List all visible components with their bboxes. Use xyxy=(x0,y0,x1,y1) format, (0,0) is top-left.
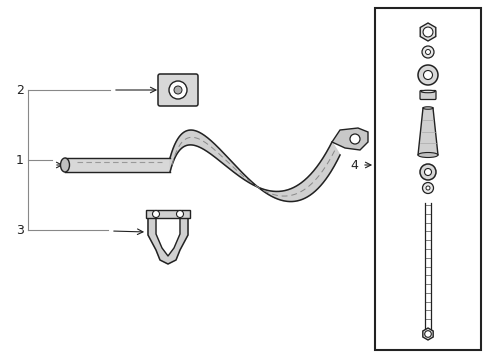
Circle shape xyxy=(422,27,432,37)
Circle shape xyxy=(152,211,159,217)
Circle shape xyxy=(422,183,433,194)
Text: 2: 2 xyxy=(16,84,24,96)
Circle shape xyxy=(421,46,433,58)
Circle shape xyxy=(425,186,429,190)
Polygon shape xyxy=(422,328,432,340)
FancyBboxPatch shape xyxy=(158,74,198,106)
Circle shape xyxy=(419,164,435,180)
Polygon shape xyxy=(148,218,187,264)
FancyBboxPatch shape xyxy=(419,90,435,99)
Text: 3: 3 xyxy=(16,224,24,237)
Ellipse shape xyxy=(422,107,432,109)
Circle shape xyxy=(423,71,431,80)
Ellipse shape xyxy=(61,158,69,172)
Circle shape xyxy=(349,134,359,144)
Circle shape xyxy=(417,65,437,85)
Polygon shape xyxy=(419,23,435,41)
Circle shape xyxy=(176,211,183,217)
Polygon shape xyxy=(417,108,437,155)
Circle shape xyxy=(424,168,430,176)
Polygon shape xyxy=(146,210,190,218)
Circle shape xyxy=(169,81,186,99)
Ellipse shape xyxy=(417,153,437,158)
Circle shape xyxy=(425,50,429,54)
Circle shape xyxy=(174,86,182,94)
Bar xyxy=(374,8,480,350)
Polygon shape xyxy=(331,128,367,150)
Text: 4: 4 xyxy=(349,158,357,171)
Circle shape xyxy=(424,331,430,337)
Polygon shape xyxy=(170,130,339,202)
Ellipse shape xyxy=(420,90,434,93)
Text: 1: 1 xyxy=(16,153,24,166)
